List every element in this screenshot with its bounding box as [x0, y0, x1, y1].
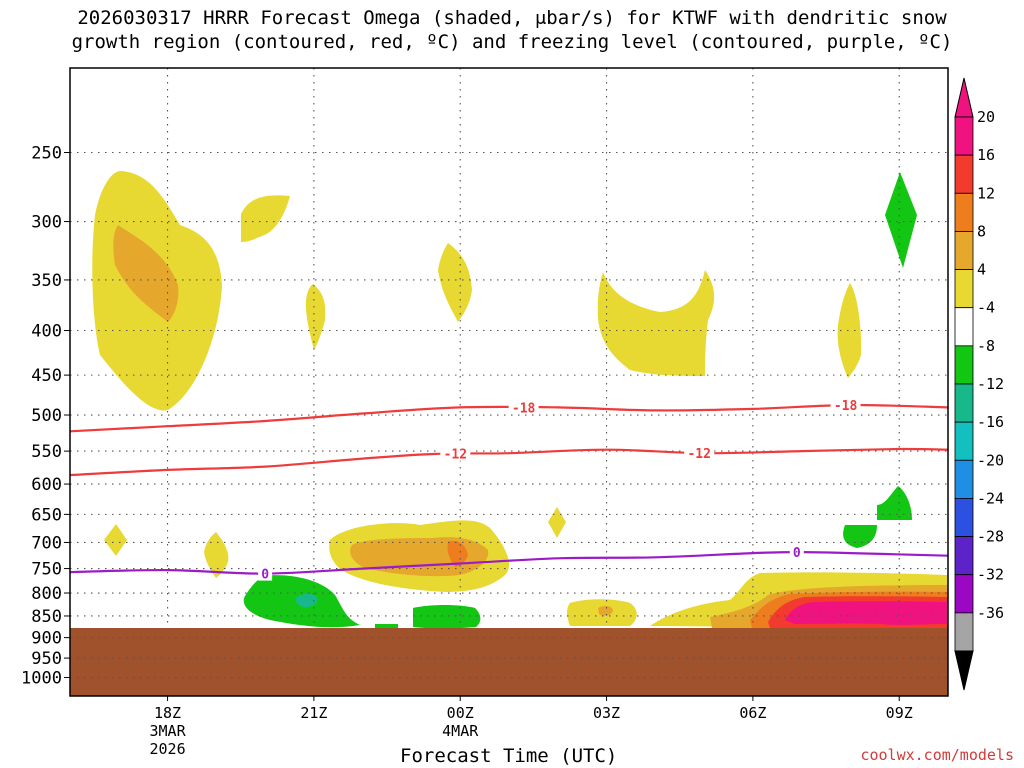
x-axis-title: Forecast Time (UTC) [400, 745, 618, 767]
omega-shading [92, 171, 948, 629]
colorbar-swatch [954, 345, 974, 385]
contour-label-bg [830, 397, 861, 413]
y-tick-label: 250 [31, 144, 62, 164]
contour-line-0 [70, 550, 948, 575]
contour-label: 0 [261, 568, 269, 583]
contour-line--12 [70, 447, 948, 477]
omega-region-negative [375, 624, 398, 628]
credit-link[interactable]: coolwx.com/models [860, 746, 1014, 764]
colorbar-label: 20 [977, 108, 995, 126]
colorbar-swatch [954, 154, 974, 194]
omega-region-negative [885, 172, 917, 268]
contour-label-bg [684, 444, 715, 460]
omega-region-positive [104, 524, 127, 556]
y-tick-label: 900 [31, 629, 62, 649]
omega-region-positive [241, 195, 290, 242]
colorbar-label: 12 [977, 184, 995, 202]
colorbar-label: 8 [977, 222, 986, 240]
colorbar-label: 4 [977, 261, 986, 279]
colorbar-swatch [954, 612, 974, 652]
contour-label-bg [508, 399, 539, 415]
y-tick-label: 650 [31, 505, 62, 525]
y-tick-label: 950 [31, 649, 62, 669]
colorbar-swatch [954, 383, 974, 423]
y-tick-label: 600 [31, 475, 62, 495]
colorbar-swatch [954, 421, 974, 461]
y-tick-label: 300 [31, 213, 62, 233]
colorbar-swatch [954, 116, 974, 156]
x-tick-year: 2026 [149, 740, 185, 758]
omega-region-strong-negative [295, 593, 318, 608]
omega-region-negative [413, 605, 481, 629]
title-line-1: 2026030317 HRRR Forecast Omega (shaded, … [77, 7, 947, 29]
colorbar-swatch [954, 307, 974, 347]
colorbar-swatch [954, 574, 974, 614]
y-tick-label: 1000 [21, 669, 62, 689]
omega-region-positive [837, 283, 862, 378]
x-tick-label: 21Z [300, 704, 327, 722]
x-tick-label: 18Z [154, 704, 181, 722]
contour-label: -12 [444, 448, 467, 463]
colorbar-over-arrow [954, 77, 974, 118]
colorbar: 20 16 12 8 4 -4 -8 -12 -16 -20 -24 -28 -32 -36 [954, 77, 1004, 691]
contour-label-bg [258, 565, 273, 581]
omega-region-strong [447, 540, 468, 567]
title-line-2: growth region (contoured, red, ºC) and f… [71, 31, 953, 53]
omega-region-moderate [113, 225, 179, 322]
omega-region-negative [877, 486, 912, 520]
x-tick-date: 3MAR [149, 722, 186, 740]
omega-region-moderate [598, 605, 613, 616]
contour-label-bg [789, 544, 804, 560]
contour-label: -18 [512, 401, 536, 416]
y-tick-label: 450 [31, 366, 62, 386]
chart-title: 2026030317 HRRR Forecast Omega (shaded, … [0, 6, 1024, 54]
x-tick-date: 4MAR [442, 722, 479, 740]
colorbar-label: -28 [977, 528, 1004, 546]
omega-region-positive [438, 243, 472, 322]
omega-region-positive [305, 284, 326, 350]
y-tick-label: 350 [31, 271, 62, 291]
y-tick-label: 850 [31, 607, 62, 627]
colorbar-swatch [954, 269, 974, 309]
colorbar-label: 16 [977, 146, 995, 164]
x-tick-label: 09Z [886, 704, 913, 722]
y-tick-label: 750 [31, 560, 62, 580]
colorbar-label: -8 [977, 337, 995, 355]
colorbar-swatch [954, 536, 974, 576]
omega-region-positive [204, 532, 229, 578]
y-tick-label: 500 [31, 406, 62, 426]
colorbar-label: -12 [977, 375, 1004, 393]
colorbar-swatch [954, 231, 974, 270]
colorbar-swatch [954, 459, 974, 499]
x-tick-label: 00Z [447, 704, 474, 722]
omega-region-extreme [785, 601, 948, 625]
y-tick-label: 700 [31, 533, 62, 553]
plot-frame [69, 67, 949, 697]
y-tick-label: 800 [31, 584, 62, 604]
colorbar-swatch [954, 192, 974, 232]
colorbar-label: -36 [977, 604, 1004, 622]
contour-label: -18 [834, 399, 858, 414]
contour-label-bg [440, 445, 471, 461]
colorbar-under-arrow [954, 650, 974, 691]
x-tick-label: 06Z [739, 704, 766, 722]
contour-label: 0 [793, 546, 801, 561]
y-tick-label: 400 [31, 322, 62, 342]
colorbar-label: -24 [977, 489, 1004, 507]
omega-region-positive [597, 270, 715, 376]
colorbar-label: -16 [977, 413, 1004, 431]
y-axis: 2503003504004505005506006507007508008509… [21, 144, 70, 689]
colorbar-label: -4 [977, 299, 995, 317]
colorbar-label: -32 [977, 566, 1004, 584]
contour-label: -12 [687, 447, 710, 462]
y-tick-label: 550 [31, 442, 62, 462]
colorbar-swatch [954, 498, 974, 537]
x-tick-label: 03Z [593, 704, 620, 722]
terrain-below-ground [70, 628, 948, 696]
colorbar-label: -20 [977, 451, 1004, 469]
contour-labels: -18 -18 -12 -12 0 0 [258, 397, 861, 583]
